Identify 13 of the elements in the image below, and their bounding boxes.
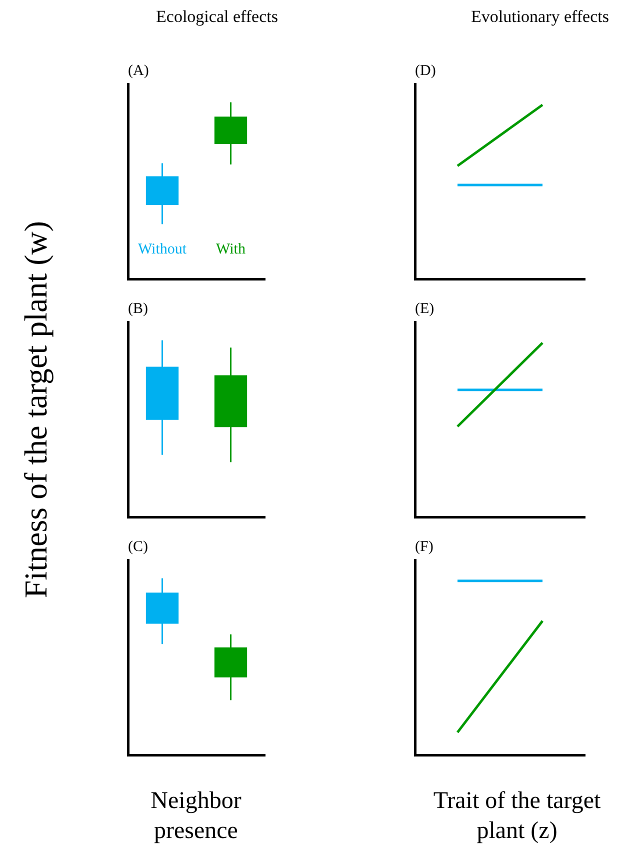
text: Ecological effects — [155, 7, 279, 27]
text: Evolutionary effects — [470, 7, 610, 27]
x-tick-label: With — [216, 241, 246, 258]
y-axis-title: Fitness of the target plant (w) — [18, 220, 54, 600]
chart-title: (A) — [128, 62, 149, 79]
chart-title: (C) — [128, 538, 148, 555]
x-axis-title: Neighbor presence — [150, 787, 242, 846]
chart-title: (B) — [128, 300, 148, 317]
x-axis-title: Trait of the target plant (z) — [432, 787, 602, 846]
chart-title: (F) — [415, 538, 434, 555]
x-tick-label: Without — [138, 241, 188, 258]
chart-title: (D) — [415, 62, 436, 79]
chart-title: (E) — [415, 300, 434, 317]
